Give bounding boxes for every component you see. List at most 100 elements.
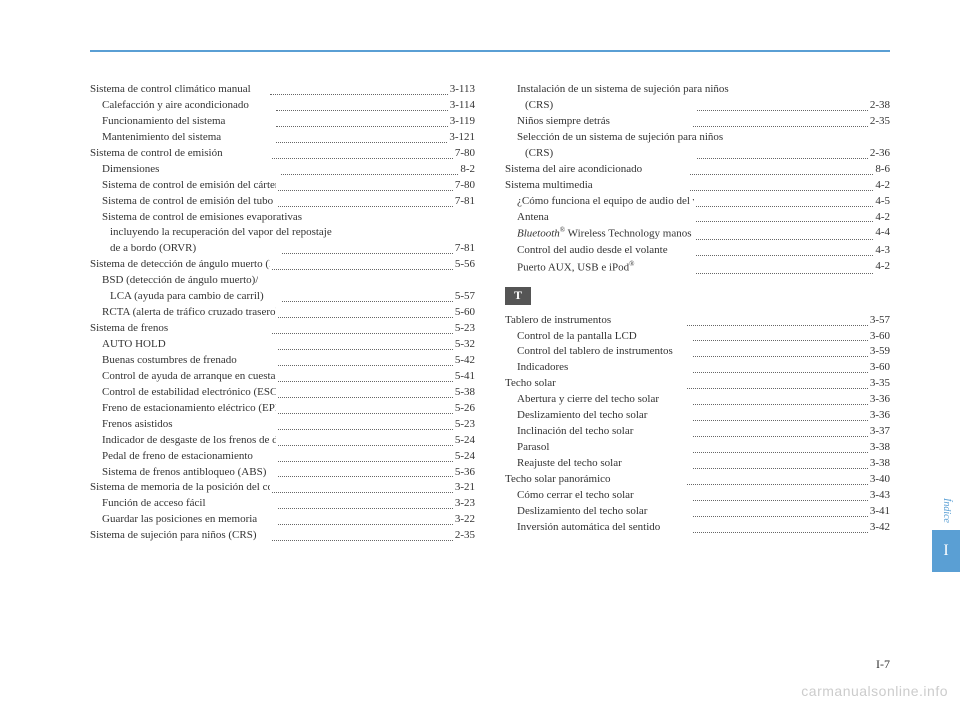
entry-label: LCA (ayuda para cambio de carril) bbox=[110, 289, 280, 305]
entry-dots bbox=[693, 114, 867, 127]
index-entry: Tablero de instrumentos3-57 bbox=[505, 313, 890, 329]
entry-page: 5-24 bbox=[455, 449, 475, 465]
entry-dots bbox=[278, 465, 452, 478]
entry-dots bbox=[693, 488, 867, 501]
entry-label: Pedal de freno de estacionamiento bbox=[102, 449, 276, 465]
index-entry: Guardar las posiciones en memoria3-22 bbox=[90, 512, 475, 528]
entry-dots bbox=[693, 360, 867, 373]
entry-dots bbox=[276, 130, 448, 143]
entry-dots bbox=[278, 401, 452, 414]
index-entry: Sistema de control de emisión del cárter… bbox=[90, 178, 475, 194]
entry-dots bbox=[281, 162, 458, 175]
entry-page: 3-36 bbox=[870, 408, 890, 424]
index-entry: Frenos asistidos5-23 bbox=[90, 417, 475, 433]
entry-dots bbox=[693, 520, 867, 533]
index-entry: Selección de un sistema de sujeción para… bbox=[505, 130, 890, 146]
entry-dots bbox=[282, 241, 452, 254]
index-entry: Techo solar panorámico3-40 bbox=[505, 472, 890, 488]
entry-label: Selección de un sistema de sujeción para… bbox=[517, 130, 723, 146]
index-entry: Cómo cerrar el techo solar3-43 bbox=[505, 488, 890, 504]
entry-label: Sistema de control climático manual bbox=[90, 82, 268, 98]
page-number: I-7 bbox=[876, 657, 890, 672]
entry-page: 5-23 bbox=[455, 321, 475, 337]
entry-label: Sistema multimedia bbox=[505, 178, 688, 194]
side-tab-label: Índice bbox=[932, 490, 960, 530]
index-entry: (CRS)2-36 bbox=[505, 146, 890, 162]
index-entry: Control del tablero de instrumentos3-59 bbox=[505, 344, 890, 360]
index-entry: Reajuste del techo solar3-38 bbox=[505, 456, 890, 472]
entry-label: Sistema del aire acondicionado bbox=[505, 162, 688, 178]
entry-label: Calefacción y aire acondicionado bbox=[102, 98, 274, 114]
index-entry: Sistema de control climático manual3-113 bbox=[90, 82, 475, 98]
index-entry: Buenas costumbres de frenado5-42 bbox=[90, 353, 475, 369]
entry-page: 4-2 bbox=[875, 178, 890, 194]
index-entry: Deslizamiento del techo solar3-36 bbox=[505, 408, 890, 424]
entry-dots bbox=[278, 353, 452, 366]
index-entry: incluyendo la recuperación del vapor del… bbox=[90, 225, 475, 241]
entry-label: Sistema de detección de ángulo muerto (B… bbox=[90, 257, 270, 273]
entry-dots bbox=[272, 257, 452, 270]
entry-page: 8-2 bbox=[460, 162, 475, 178]
index-entry: Puerto AUX, USB e iPod®4-2 bbox=[505, 259, 890, 277]
index-entry: Inclinación del techo solar3-37 bbox=[505, 424, 890, 440]
index-entry: LCA (ayuda para cambio de carril)5-57 bbox=[90, 289, 475, 305]
entry-page: 4-2 bbox=[875, 210, 890, 226]
index-entry: Funcionamiento del sistema3-119 bbox=[90, 114, 475, 130]
entry-page: 3-35 bbox=[870, 376, 890, 392]
entry-page: 3-60 bbox=[870, 360, 890, 376]
index-entry: Control de ayuda de arranque en cuesta (… bbox=[90, 369, 475, 385]
index-entry: Inversión automática del sentido3-42 bbox=[505, 520, 890, 536]
entry-label: BSD (detección de ángulo muerto)/ bbox=[102, 273, 258, 289]
entry-page: 5-23 bbox=[455, 417, 475, 433]
entry-page: 3-121 bbox=[449, 130, 475, 146]
index-entry: Mantenimiento del sistema 3-121 bbox=[90, 130, 475, 146]
index-entry: Techo solar 3-35 bbox=[505, 376, 890, 392]
entry-dots bbox=[693, 344, 867, 357]
entry-dots bbox=[690, 162, 873, 175]
entry-label: Sistema de memoria de la posición del co… bbox=[90, 480, 270, 496]
index-entry: Sistema de detección de ángulo muerto (B… bbox=[90, 257, 475, 273]
right-column: Instalación de un sistema de sujeción pa… bbox=[505, 82, 890, 544]
entry-dots bbox=[278, 369, 452, 382]
entry-label: Techo solar bbox=[505, 376, 685, 392]
entry-page: 5-60 bbox=[455, 305, 475, 321]
entry-dots bbox=[693, 504, 867, 517]
page-container: Sistema de control climático manual3-113… bbox=[0, 0, 960, 707]
entry-dots bbox=[687, 376, 867, 389]
index-entry: Sistema de sujeción para niños (CRS)2-35 bbox=[90, 528, 475, 544]
entry-label: Freno de estacionamiento eléctrico (EPB) bbox=[102, 401, 276, 417]
index-entry: Calefacción y aire acondicionado3-114 bbox=[90, 98, 475, 114]
index-entry: Control del audio desde el volante4-3 bbox=[505, 243, 890, 259]
index-entry: Sistema del aire acondicionado8-6 bbox=[505, 162, 890, 178]
entry-page: 5-36 bbox=[455, 465, 475, 481]
section-header: T bbox=[505, 287, 531, 305]
entry-page: 5-38 bbox=[455, 385, 475, 401]
entry-dots bbox=[697, 146, 867, 159]
entry-dots bbox=[696, 210, 873, 223]
entry-label: Puerto AUX, USB e iPod® bbox=[517, 259, 694, 277]
entry-label: Techo solar panorámico bbox=[505, 472, 685, 488]
entry-page: 3-119 bbox=[450, 114, 475, 130]
entry-page: 3-37 bbox=[870, 424, 890, 440]
index-entry: Niños siempre detrás2-35 bbox=[505, 114, 890, 130]
entry-page: 2-38 bbox=[870, 98, 890, 114]
index-entry: Sistema de control de emisión del tubo d… bbox=[90, 194, 475, 210]
entry-dots bbox=[272, 146, 452, 159]
entry-page: 5-26 bbox=[455, 401, 475, 417]
watermark: carmanualsonline.info bbox=[801, 683, 948, 699]
entry-label: RCTA (alerta de tráfico cruzado trasero) bbox=[102, 305, 276, 321]
entry-page: 3-60 bbox=[870, 329, 890, 345]
entry-dots bbox=[278, 512, 452, 525]
entry-page: 3-23 bbox=[455, 496, 475, 512]
entry-page: 5-24 bbox=[455, 433, 475, 449]
entry-label: Sistema de control de emisiones evaporat… bbox=[102, 210, 302, 226]
entry-label: Control del tablero de instrumentos bbox=[517, 344, 691, 360]
entry-dots bbox=[696, 243, 873, 256]
entry-label: Mantenimiento del sistema bbox=[102, 130, 274, 146]
entry-page: 7-81 bbox=[455, 194, 475, 210]
entry-dots bbox=[693, 456, 867, 469]
index-entry: ¿Cómo funciona el equipo de audio del ve… bbox=[505, 194, 890, 210]
top-divider bbox=[90, 50, 890, 52]
columns-container: Sistema de control climático manual3-113… bbox=[90, 82, 890, 544]
index-entry: Freno de estacionamiento eléctrico (EPB)… bbox=[90, 401, 475, 417]
